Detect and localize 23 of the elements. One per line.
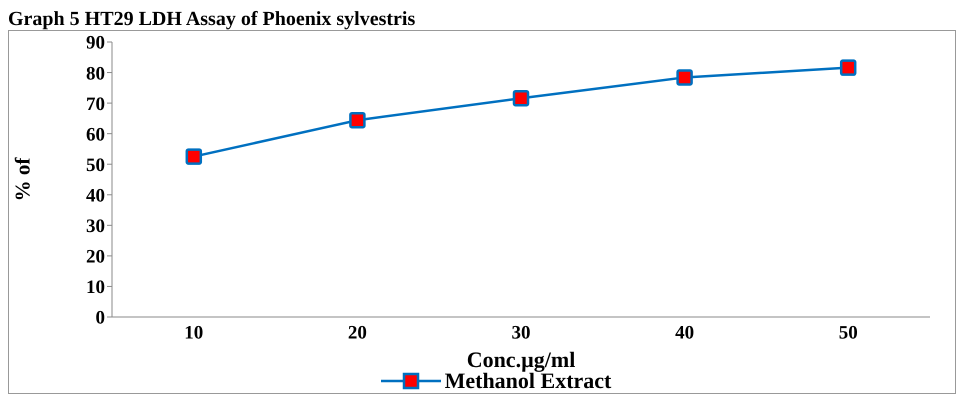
x-axis-title: Conc.µg/ml: [466, 347, 576, 372]
y-tick-label: 20: [86, 246, 105, 268]
x-tick-label: 20: [348, 322, 367, 344]
y-tick-label: 70: [86, 94, 105, 115]
y-tick-label: 80: [86, 63, 105, 84]
chart-title: Graph 5 HT29 LDH Assay of Phoenix sylvestris: [8, 8, 416, 30]
x-tick-label: 40: [675, 322, 694, 344]
point: [512, 90, 530, 106]
y-tick-label: 0: [96, 308, 105, 329]
y-tick-label: 30: [86, 216, 105, 238]
y-tick-label: 40: [86, 186, 105, 207]
point: [840, 59, 856, 76]
x-tick-label: 30: [512, 322, 530, 344]
x-tick-label: 10: [184, 322, 204, 344]
y-axis-title: % of: [10, 156, 34, 202]
point: [676, 69, 693, 86]
y-tick-label: 60: [86, 124, 105, 146]
point: [186, 148, 202, 165]
point: [349, 112, 366, 128]
y-tick-label: 90: [86, 32, 105, 54]
y-tick-label: 50: [86, 154, 105, 176]
y-tick-label: 10: [86, 277, 105, 298]
x-tick-label: 50: [838, 322, 858, 344]
